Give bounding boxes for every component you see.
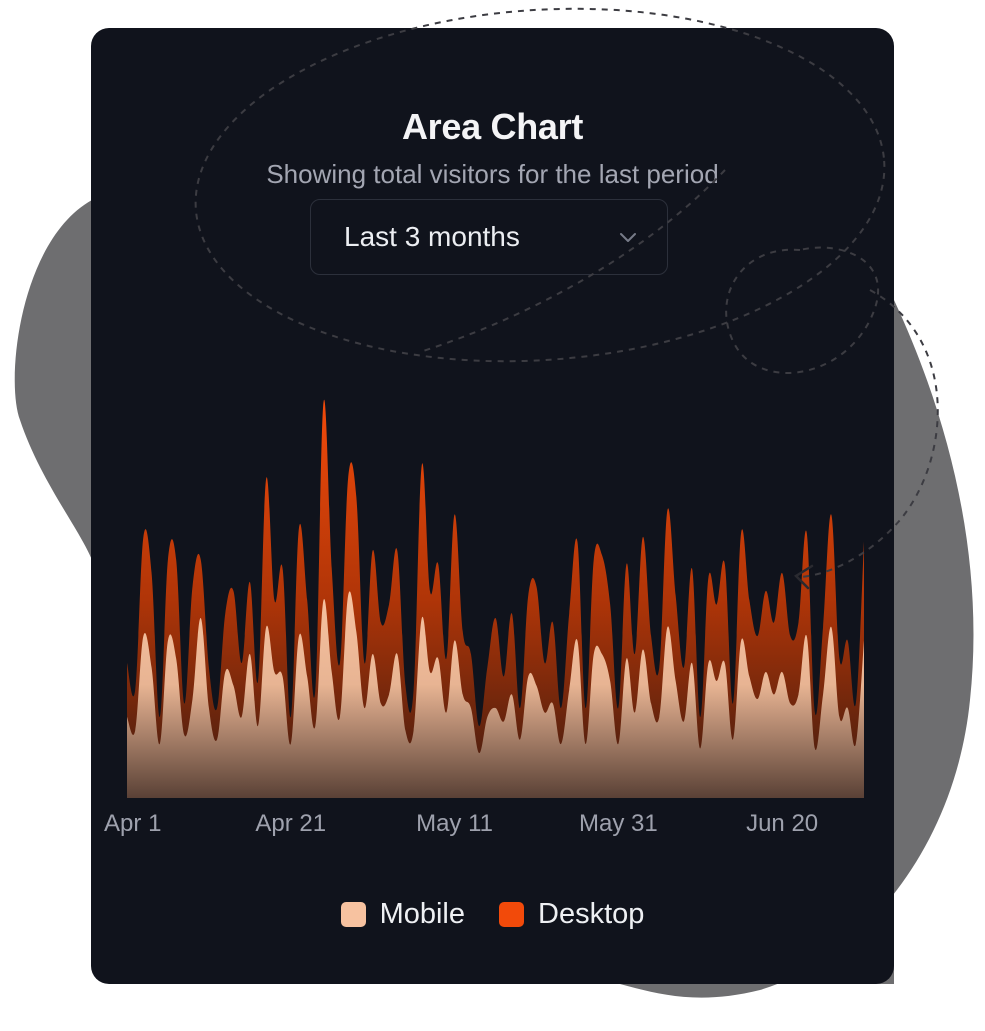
legend: Mobile Desktop bbox=[91, 898, 894, 931]
chart-card: Area Chart Showing total visitors for th… bbox=[91, 28, 894, 984]
x-tick-label: Apr 21 bbox=[255, 810, 327, 837]
series-area-mobile bbox=[127, 591, 864, 798]
legend-label-desktop: Desktop bbox=[538, 898, 645, 930]
x-tick-label: Apr 1 bbox=[104, 810, 162, 837]
legend-item-desktop: Desktop bbox=[499, 898, 644, 931]
x-tick-label: May 11 bbox=[416, 810, 494, 837]
x-tick-label: May 31 bbox=[578, 810, 658, 837]
legend-swatch-mobile bbox=[340, 902, 366, 927]
legend-label-mobile: Mobile bbox=[379, 898, 466, 930]
legend-item-mobile: Mobile bbox=[340, 898, 466, 931]
series-area-desktop bbox=[127, 399, 864, 798]
legend-swatch-desktop bbox=[499, 902, 525, 927]
x-tick-label: Jun 20 bbox=[746, 810, 819, 837]
area-chart bbox=[127, 399, 864, 798]
